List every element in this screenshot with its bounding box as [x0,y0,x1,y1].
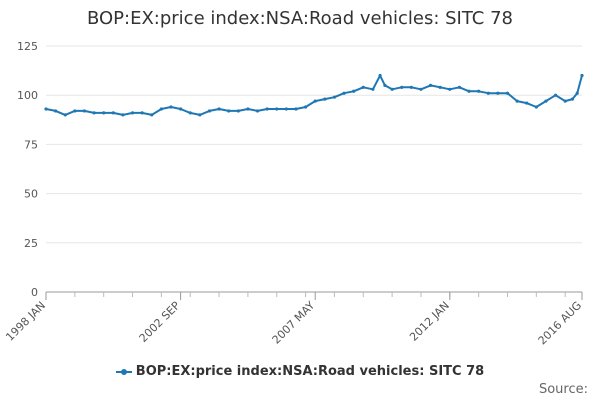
data-point[interactable] [188,111,192,115]
data-point[interactable] [198,113,202,117]
data-point[interactable] [486,91,490,95]
data-point[interactable] [570,97,574,101]
grid-layer [46,45,582,293]
y-tick-label: 125 [17,40,38,53]
x-tick-label: 2012 JAN [407,299,452,344]
data-point[interactable] [467,89,471,93]
data-point[interactable] [361,85,365,89]
data-point[interactable] [275,107,279,111]
data-point[interactable] [323,97,327,101]
data-point[interactable] [169,105,173,109]
data-point[interactable] [505,91,510,95]
data-point[interactable] [82,109,87,113]
data-point[interactable] [428,83,433,87]
data-point[interactable] [496,91,500,95]
data-point[interactable] [227,109,231,113]
data-point[interactable] [352,89,356,93]
y-tick-label: 0 [31,286,38,299]
data-point[interactable] [342,91,346,95]
data-point[interactable] [544,99,548,103]
data-point[interactable] [390,87,394,91]
x-tick-label: 2007 MAY [270,299,318,347]
y-tick-label: 100 [17,89,38,102]
data-point[interactable] [448,87,452,91]
data-point[interactable] [409,85,413,89]
legend-label: BOP:EX:price index:NSA:Road vehicles: SI… [135,364,485,379]
y-tick-label: 75 [24,138,38,151]
chart-title: BOP:EX:price index:NSA:Road vehicles: SI… [86,8,514,29]
data-point[interactable] [371,87,375,91]
data-point[interactable] [575,91,579,95]
data-point[interactable] [303,105,308,109]
data-point[interactable] [378,73,382,78]
x-tick-label: 2016 AUG [536,299,585,348]
data-point[interactable] [313,99,317,103]
x-tick-label: 2002 SEP [137,299,183,345]
data-point[interactable] [255,109,260,113]
data-point[interactable] [159,107,163,111]
data-point[interactable] [92,111,96,115]
data-point[interactable] [515,99,519,103]
legend-series-marker [115,368,132,375]
data-point[interactable] [63,113,67,117]
data-point[interactable] [54,109,58,113]
data-point[interactable] [563,99,567,103]
data-point[interactable] [580,73,584,78]
y-tick-label: 50 [24,188,38,201]
data-point[interactable] [457,85,462,89]
data-point[interactable] [236,109,240,113]
data-point[interactable] [553,93,558,97]
data-point[interactable] [400,85,404,89]
data-point[interactable] [534,105,538,109]
y-tick-label: 25 [24,237,38,250]
source-label: Source: [538,382,588,397]
legend[interactable]: BOP:EX:price index:NSA:Road vehicles: SI… [0,364,600,379]
data-point[interactable] [121,113,125,117]
data-point[interactable] [217,107,221,111]
data-point[interactable] [44,107,48,111]
data-point[interactable] [438,85,442,89]
data-point[interactable] [130,111,135,115]
x-tick-label: 1998 JAN [3,299,48,344]
data-point[interactable] [102,111,106,115]
data-point[interactable] [525,101,529,105]
data-point[interactable] [150,113,154,117]
data-point[interactable] [207,109,212,113]
data-point[interactable] [179,107,183,111]
data-point[interactable] [383,83,387,87]
data-point[interactable] [419,87,423,91]
data-point[interactable] [73,109,77,113]
data-point[interactable] [265,107,269,111]
data-point[interactable] [111,111,115,115]
series-layer [44,73,584,117]
data-point[interactable] [477,89,481,93]
data-point[interactable] [332,95,337,99]
data-point[interactable] [284,107,288,111]
data-point[interactable] [294,107,298,111]
data-point[interactable] [246,107,250,111]
data-point[interactable] [140,111,144,115]
